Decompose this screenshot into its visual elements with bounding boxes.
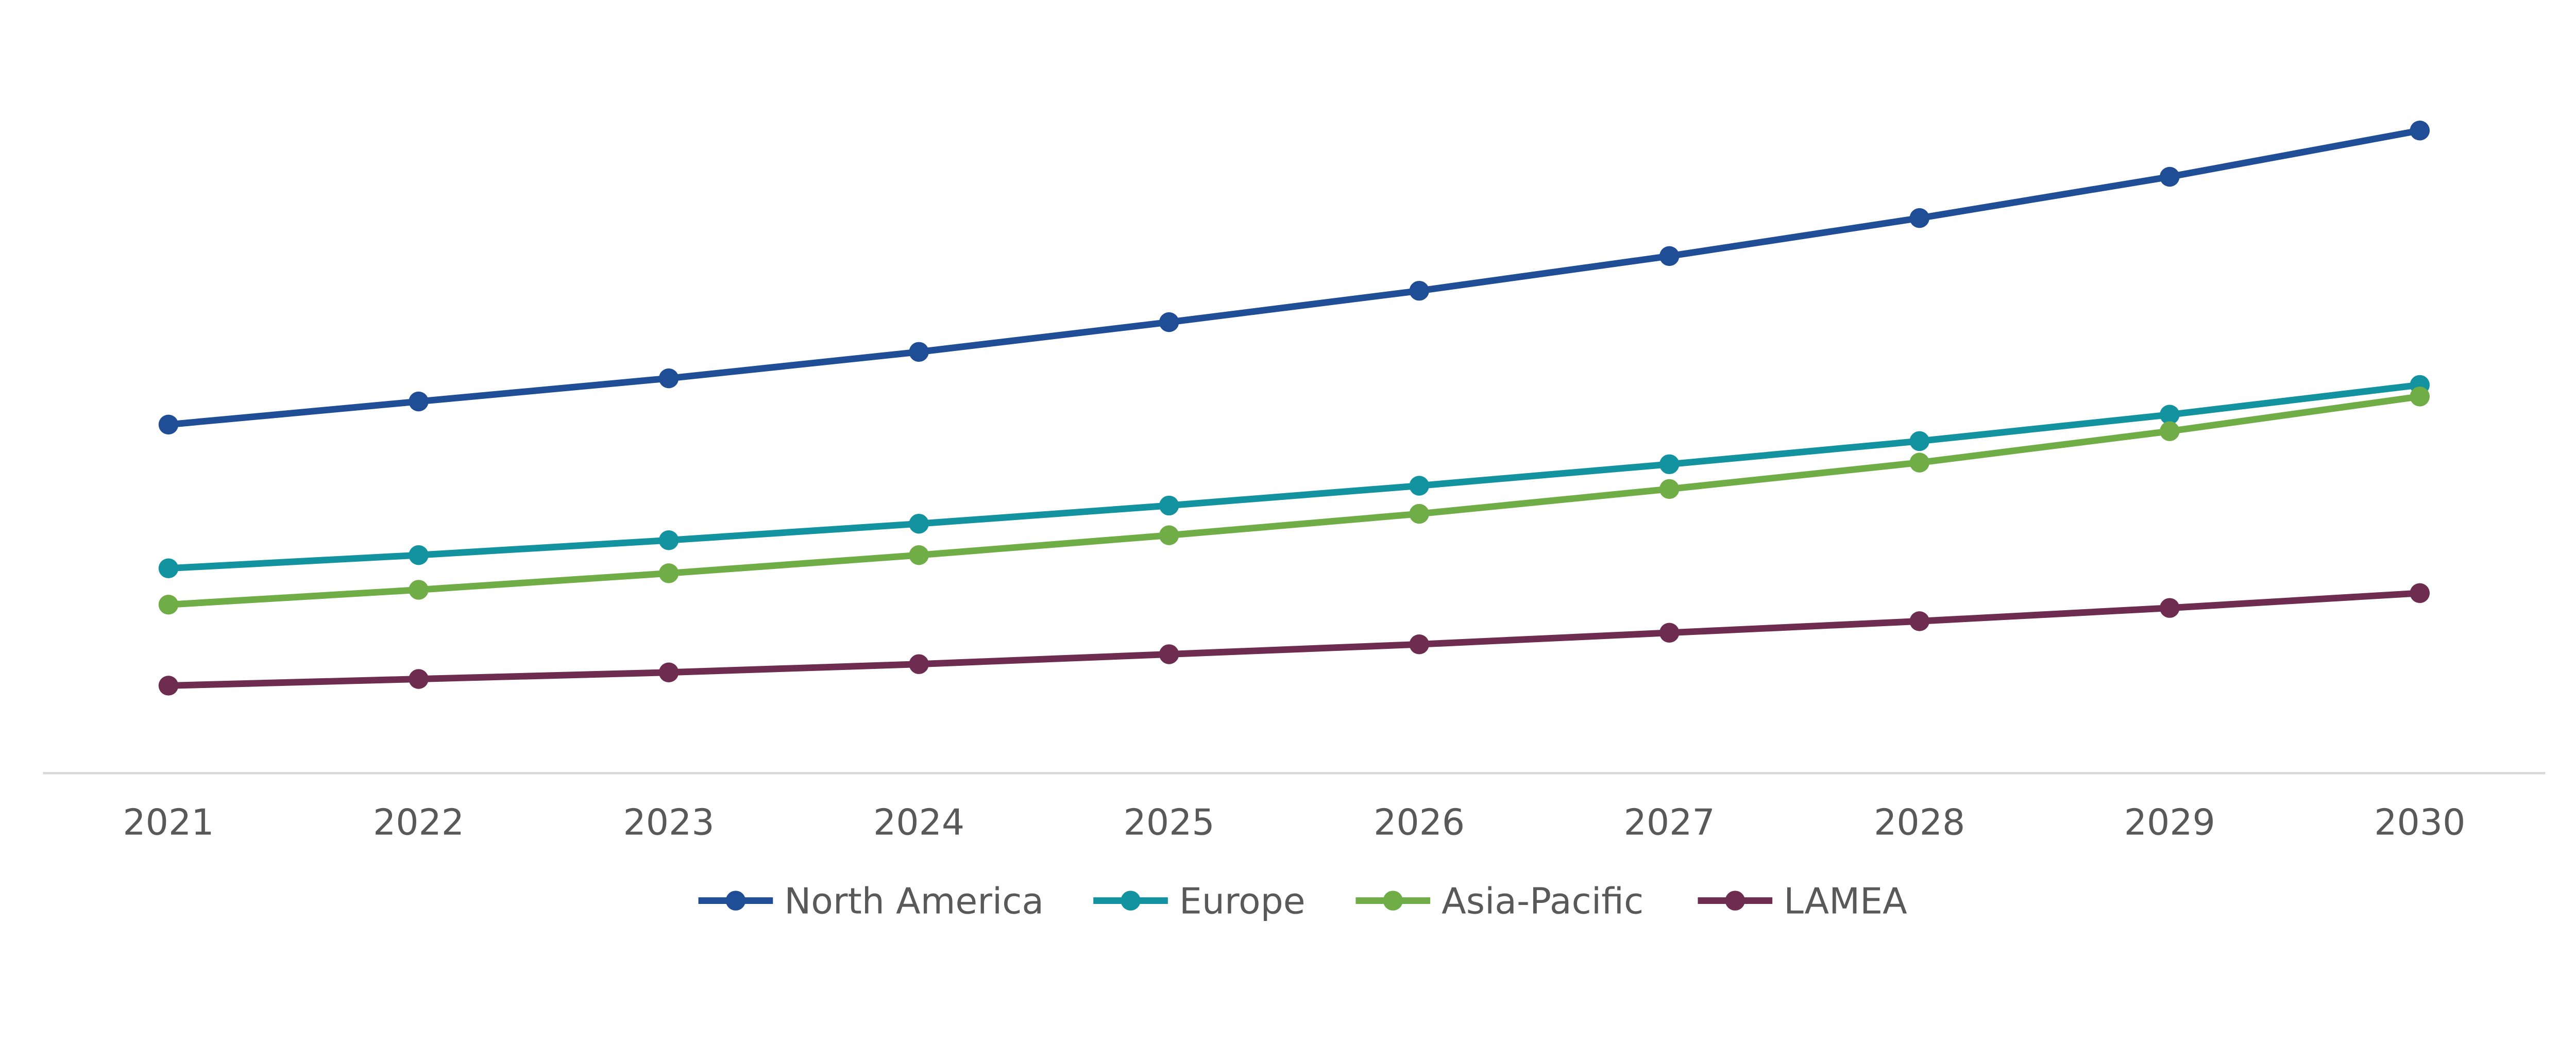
x-tick-label: 2026 (1374, 801, 1465, 843)
series-layer (158, 121, 2430, 696)
legend-point-marker (1121, 891, 1141, 911)
data-point (1159, 312, 1179, 332)
legend-item: Asia-Pacific (1355, 880, 1643, 922)
series-line (168, 381, 2420, 572)
data-point (409, 545, 429, 565)
x-tick-labels: 2021 2022 2023 2024 2025 2026 2027 2028 2029 2030 (123, 801, 2465, 843)
x-tick-label: 2022 (373, 801, 464, 843)
data-point (158, 414, 179, 435)
data-point (658, 530, 679, 550)
legend-point-marker (1383, 891, 1403, 911)
data-point (1659, 454, 1680, 475)
line-chart: 2021 2022 2023 2024 2025 2026 2027 2028 2029 2030… (43, 121, 2546, 922)
legend-label: North America (784, 880, 1044, 922)
data-point (158, 595, 179, 615)
data-point (909, 654, 929, 674)
series-europe (158, 375, 2430, 578)
series-lamea (158, 583, 2430, 696)
x-tick-label: 2027 (1624, 801, 1715, 843)
data-point (2410, 583, 2430, 603)
series-asia-pacific (158, 387, 2430, 615)
data-point (1659, 479, 1680, 499)
data-point (1409, 280, 1429, 301)
data-point (1659, 623, 1680, 643)
x-tick-label: 2024 (873, 801, 964, 843)
legend-item: North America (698, 880, 1044, 922)
data-point (658, 368, 679, 389)
data-point (409, 580, 429, 600)
series-line (168, 590, 2420, 689)
legend-label: LAMEA (1784, 880, 1907, 922)
legend-label: Europe (1179, 880, 1306, 922)
series-line (168, 127, 2420, 428)
data-point (909, 513, 929, 534)
data-point (2410, 121, 2430, 141)
data-point (158, 676, 179, 696)
series-north-america (158, 121, 2430, 435)
data-point (909, 342, 929, 362)
data-point (658, 662, 679, 682)
x-tick-label: 2025 (1124, 801, 1215, 843)
data-point (2160, 166, 2180, 187)
data-point (1909, 208, 1929, 228)
data-point (1409, 634, 1429, 655)
data-point (1159, 644, 1179, 664)
series-line (168, 393, 2420, 608)
data-point (2410, 387, 2430, 407)
legend-item: LAMEA (1698, 880, 1907, 922)
data-point (2160, 421, 2180, 441)
x-tick-label: 2021 (123, 801, 214, 843)
legend-item: Europe (1093, 880, 1306, 922)
legend: North America Europe Asia-Pacific LAMEA (698, 880, 1907, 922)
data-point (409, 669, 429, 689)
x-tick-label: 2029 (2124, 801, 2215, 843)
legend-point-marker (725, 891, 746, 911)
data-point (909, 545, 929, 565)
data-point (158, 558, 179, 578)
data-point (1409, 476, 1429, 496)
x-tick-label: 2030 (2374, 801, 2465, 843)
x-tick-label: 2023 (623, 801, 714, 843)
data-point (409, 391, 429, 412)
legend-point-marker (1725, 891, 1745, 911)
data-point (1909, 431, 1929, 451)
data-point (2160, 405, 2180, 425)
data-point (1659, 246, 1680, 266)
data-point (1159, 525, 1179, 545)
data-point (658, 563, 679, 583)
legend-label: Asia-Pacific (1442, 880, 1643, 922)
data-point (1909, 611, 1929, 631)
x-tick-label: 2028 (1874, 801, 1965, 843)
data-point (1409, 504, 1429, 524)
data-point (1909, 452, 1929, 473)
data-point (1159, 495, 1179, 516)
data-point (2160, 598, 2180, 618)
